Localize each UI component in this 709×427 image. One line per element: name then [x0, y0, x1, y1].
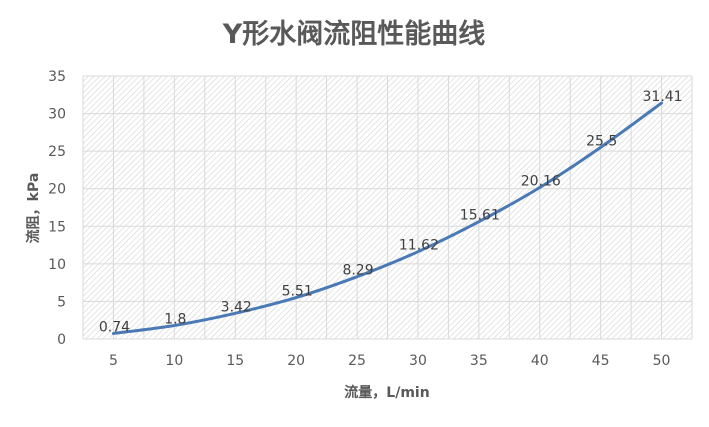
data-label: 5.51	[282, 284, 313, 300]
data-label: 11.62	[399, 238, 439, 254]
gridlines	[82, 75, 693, 340]
x-tick-label: 15	[226, 353, 244, 369]
data-label: 0.74	[99, 319, 130, 335]
y-tick-label: 0	[57, 332, 66, 348]
data-label: 3.42	[221, 299, 252, 315]
x-tick-label: 40	[531, 353, 549, 369]
series-line	[111, 101, 664, 335]
data-label: 8.29	[342, 263, 373, 279]
y-tick-label: 25	[48, 144, 66, 160]
x-axis-label: 流量，L/min	[344, 384, 429, 401]
data-label: 1.8	[164, 311, 186, 327]
x-tick-label: 30	[409, 353, 427, 369]
y-tick-label: 15	[48, 219, 66, 235]
x-tick-label: 35	[470, 353, 488, 369]
x-tick-label: 45	[592, 353, 610, 369]
x-tick-label: 5	[109, 353, 118, 369]
y-tick-label: 5	[57, 294, 66, 310]
x-tick-label: 20	[287, 353, 305, 369]
chart-title: Y形水阀流阻性能曲线	[222, 18, 486, 50]
data-labels: 0.74 1.8 3.42 5.51 8.29 11.62 15.61 20.16 25.5 31…	[99, 89, 683, 335]
data-label: 25.5	[586, 133, 617, 149]
x-tick-label: 25	[348, 353, 366, 369]
data-label: 20.16	[521, 174, 561, 190]
y-axis-label: 流阻，kPa	[25, 173, 42, 244]
axes: 0 5 10 15 20 25 30 35 5 10 15 20 25 30 35 40 45 50	[48, 69, 670, 369]
y-tick-label: 35	[48, 69, 66, 85]
data-label: 31.41	[643, 89, 683, 105]
x-tick-label: 10	[165, 353, 183, 369]
data-label: 15.61	[460, 208, 500, 224]
y-tick-label: 10	[48, 257, 66, 273]
x-tick-label: 50	[653, 353, 671, 369]
y-tick-label: 20	[48, 182, 66, 198]
y-tick-label: 30	[48, 107, 66, 123]
